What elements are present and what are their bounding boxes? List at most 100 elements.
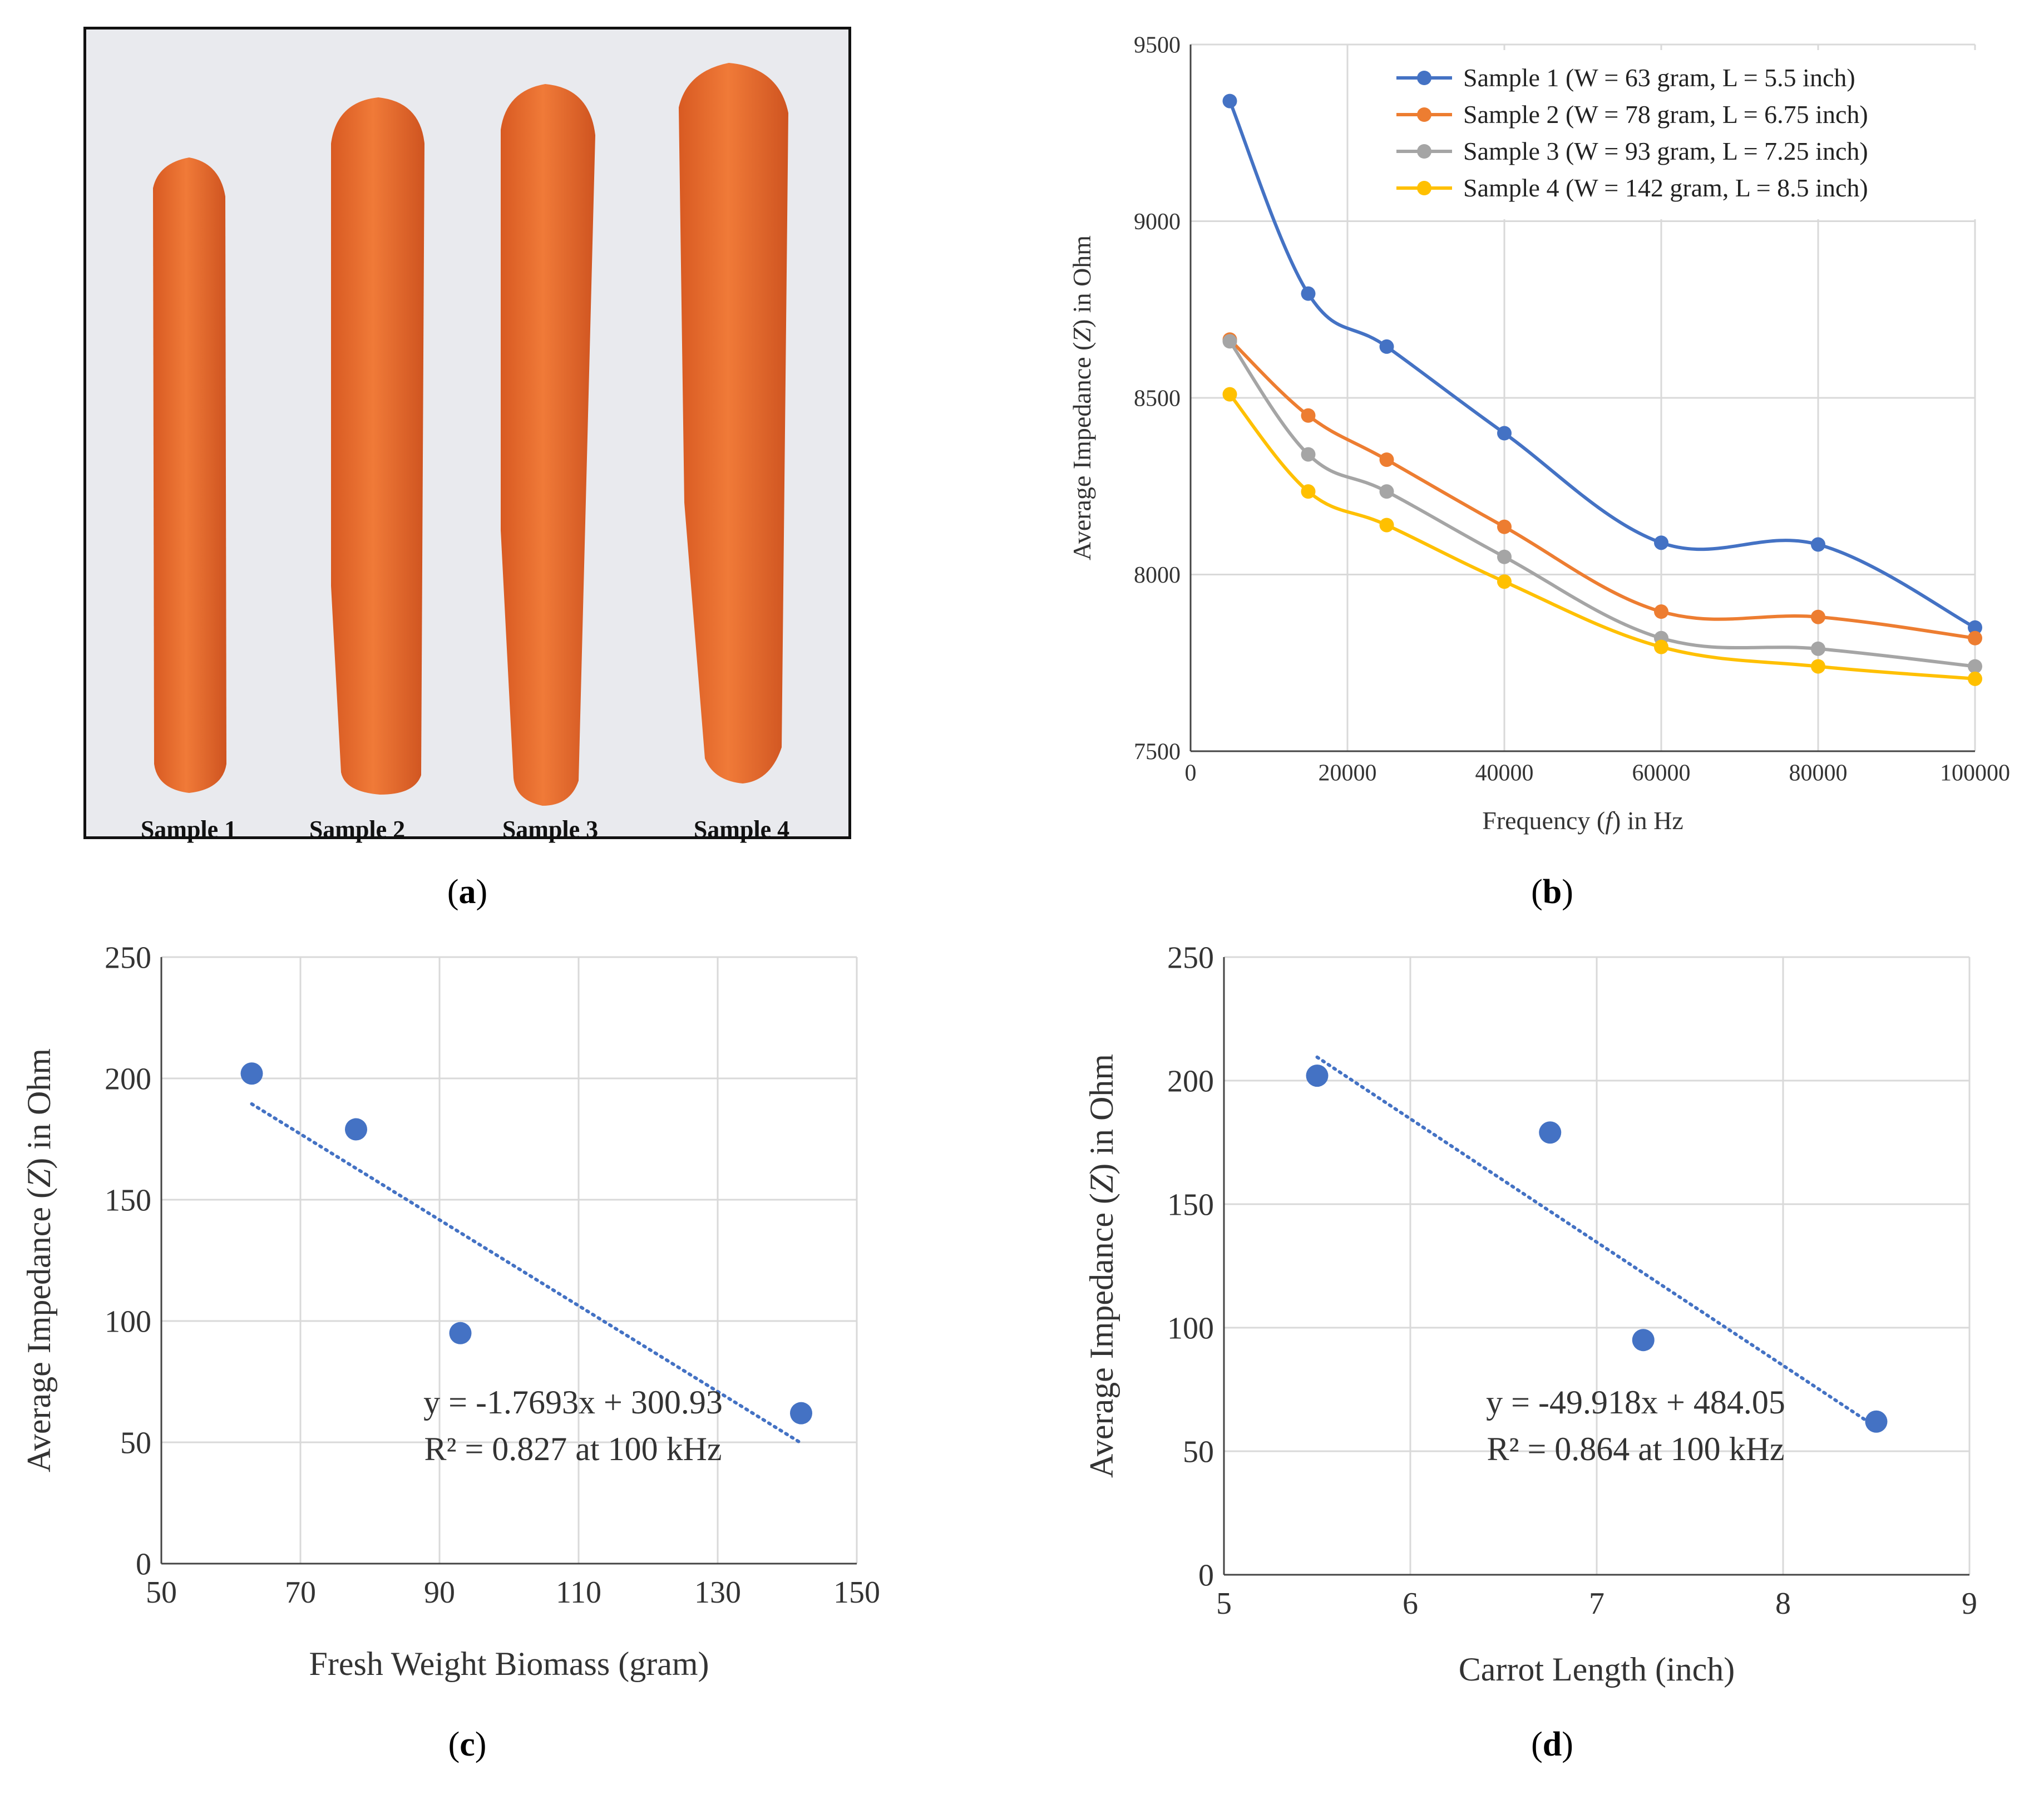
y-tick-label: 100 (1167, 1312, 1214, 1346)
data-point-sample-3 (1222, 334, 1237, 349)
x-tick-label: 60000 (1632, 761, 1691, 786)
y-tick-label: 7500 (1134, 740, 1181, 765)
carrot-sample-3 (501, 84, 595, 806)
chart-b-impedance-vs-frequency: 0 20000 40000 60000 80000 100000 7500 8000 8500 9… (1068, 33, 2010, 835)
data-point-sample-2 (1654, 604, 1668, 619)
carrot-sample-1 (153, 157, 226, 793)
data-point-sample-1 (1222, 93, 1237, 109)
data-point-sample-2 (1301, 408, 1316, 423)
carrot-sample-4 (679, 63, 788, 783)
sample-1-label: Sample 1 (140, 816, 237, 843)
data-point-sample-1 (1968, 620, 1982, 635)
data-point (790, 1402, 812, 1425)
caption-b: (b) (1531, 873, 1573, 911)
y-tick-label: 150 (105, 1184, 151, 1218)
y-tick-label: 50 (1183, 1435, 1214, 1470)
x-tick-label: 6 (1403, 1586, 1418, 1621)
carrot-illustration (153, 63, 788, 806)
trendline-equation: R² = 0.864 at 100 kHz (1487, 1431, 1784, 1467)
chart-d-impedance-vs-length: 5 6 7 8 9 0 50 100 150 200 250 Carrot Length (inch)… (1083, 941, 1977, 1688)
x-axis-title: Fresh Weight Biomass (gram) (309, 1645, 709, 1682)
legend-label-sample-1: Sample 1 (W = 63 gram, L = 5.5 inch) (1463, 63, 1855, 92)
data-point-sample-4 (1379, 518, 1394, 533)
data-point-sample-4 (1811, 659, 1825, 674)
y-axis-title: Average Impedance (Z) in Ohm (1068, 235, 1096, 560)
y-tick-label: 200 (105, 1062, 151, 1097)
data-point-sample-3 (1497, 549, 1512, 564)
trendline-equation: y = -49.918x + 484.05 (1486, 1384, 1785, 1421)
data-point (449, 1322, 472, 1344)
x-axis-title: Frequency (f) in Hz (1482, 806, 1683, 835)
data-point-sample-4 (1654, 639, 1668, 654)
trendline (250, 1102, 803, 1445)
x-tick-label: 7 (1589, 1586, 1604, 1621)
data-point-sample-3 (1811, 641, 1825, 656)
carrot-sample-2 (331, 97, 424, 795)
y-tick-label: 200 (1167, 1064, 1214, 1099)
caption-d: (d) (1531, 1726, 1573, 1763)
x-tick-label: 9 (1962, 1586, 1977, 1621)
caption-c: (c) (448, 1726, 487, 1763)
data-point (1865, 1410, 1888, 1433)
y-tick-label: 150 (1167, 1188, 1214, 1223)
trendline-equation: R² = 0.827 at 100 kHz (424, 1431, 722, 1467)
data-point-sample-3 (1379, 484, 1394, 499)
x-tick-label: 50 (146, 1575, 177, 1610)
y-axis-title: Average Impedance (Z) in Ohm (1083, 1054, 1120, 1478)
x-tick-label: 0 (1185, 761, 1197, 786)
data-point-sample-4 (1222, 387, 1237, 402)
data-point (345, 1118, 367, 1141)
x-axis-title: Carrot Length (inch) (1459, 1651, 1735, 1688)
trendline-equation: y = -1.7693x + 300.93 (423, 1384, 723, 1421)
x-tick-label: 110 (556, 1575, 601, 1610)
legend-label-sample-2: Sample 2 (W = 78 gram, L = 6.75 inch) (1463, 100, 1868, 129)
legend-label-sample-4: Sample 4 (W = 142 gram, L = 8.5 inch) (1463, 174, 1868, 202)
data-point-sample-2 (1968, 630, 1982, 645)
y-tick-label: 0 (1198, 1559, 1214, 1593)
data-point-sample-2 (1811, 609, 1825, 624)
legend-box (1385, 50, 1986, 219)
data-point-sample-1 (1379, 339, 1394, 354)
sample-2-label: Sample 2 (309, 816, 406, 843)
caption-a: (a) (447, 873, 488, 911)
legend-marker-sample-3 (1417, 144, 1431, 159)
series-line-sample-2 (1228, 338, 1976, 640)
y-tick-label: 250 (105, 941, 151, 975)
x-tick-label: 130 (694, 1575, 741, 1610)
data-point-sample-4 (1968, 671, 1982, 686)
y-tick-label: 100 (105, 1305, 151, 1339)
x-tick-label: 70 (285, 1575, 316, 1610)
x-tick-label: 100000 (1940, 761, 2010, 786)
data-point-sample-1 (1654, 535, 1668, 550)
y-axis-title: Average Impedance (Z) in Ohm (21, 1048, 57, 1472)
data-point (1632, 1329, 1655, 1352)
data-point-sample-3 (1301, 447, 1316, 462)
x-tick-label: 80000 (1789, 761, 1848, 786)
y-tick-label: 9500 (1134, 33, 1181, 58)
y-tick-label: 8000 (1134, 563, 1181, 588)
carrot-photo: Sample 1 Sample 2 Sample 3 Sample 4 (83, 27, 851, 843)
sample-4-label: Sample 4 (693, 816, 790, 843)
legend-marker-sample-2 (1417, 107, 1431, 122)
x-tick-label: 150 (833, 1575, 880, 1610)
x-tick-label: 40000 (1475, 761, 1534, 786)
legend-marker-sample-1 (1417, 71, 1431, 85)
y-tick-label: 250 (1167, 941, 1214, 975)
series-line-sample-3 (1228, 340, 1976, 668)
data-point-sample-1 (1497, 426, 1512, 441)
x-tick-label: 5 (1216, 1586, 1232, 1621)
x-tick-label: 20000 (1319, 761, 1377, 786)
data-point-sample-4 (1497, 574, 1512, 589)
data-point-sample-1 (1301, 286, 1316, 301)
data-point-sample-2 (1379, 452, 1394, 467)
legend-marker-sample-4 (1417, 181, 1431, 195)
x-tick-label: 90 (424, 1575, 455, 1610)
trendline (1315, 1055, 1878, 1429)
data-point-sample-1 (1811, 537, 1825, 552)
y-tick-label: 9000 (1134, 209, 1181, 235)
data-point-sample-2 (1497, 519, 1512, 534)
y-tick-label: 8500 (1134, 386, 1181, 412)
sample-3-label: Sample 3 (502, 816, 599, 843)
data-point (240, 1062, 263, 1085)
